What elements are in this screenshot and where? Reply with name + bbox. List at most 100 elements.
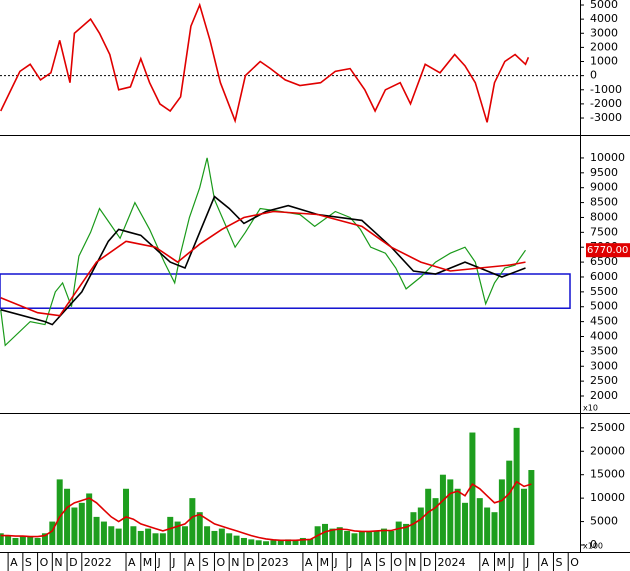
volume-bar — [78, 502, 85, 546]
series-line — [0, 195, 526, 326]
volume-bar — [506, 460, 513, 546]
series-line — [0, 157, 526, 347]
volume-bar — [484, 507, 491, 546]
volume-bar — [417, 507, 424, 546]
y-tick-label: 1000 — [590, 55, 618, 68]
x-tick-label: D — [246, 556, 254, 569]
x-tick-label: A — [128, 556, 136, 569]
x-tick-label: S — [202, 556, 209, 569]
x-tick-label: A — [187, 556, 195, 569]
x-tick-label: N — [54, 556, 62, 569]
volume-bar — [292, 540, 299, 546]
volume-bar — [145, 528, 152, 546]
x-tick-label: J — [333, 556, 337, 569]
volume-bar — [226, 533, 233, 546]
volume-bar — [469, 432, 476, 546]
volume-bar — [49, 521, 56, 546]
volume-bar — [380, 528, 387, 546]
volume-bar — [12, 537, 19, 546]
volume-bar — [255, 540, 262, 546]
volume-bar — [56, 479, 63, 546]
y-tick-label: 9000 — [590, 181, 618, 194]
y-tick-label: 7500 — [590, 225, 618, 238]
volume-bar — [358, 530, 365, 546]
volume-bar — [218, 528, 225, 546]
volume-bar — [270, 540, 277, 546]
volume-bar — [240, 537, 247, 546]
x-tick-label: A — [10, 556, 18, 569]
y-tick-label: 5500 — [590, 285, 618, 298]
x-tick-label: D — [69, 556, 77, 569]
y-tick-label: 15000 — [590, 468, 625, 481]
y-tick-label: -3000 — [590, 111, 622, 124]
volume-bar — [366, 531, 373, 546]
x-tick-label: M — [497, 556, 507, 569]
x-tick-label: S — [379, 556, 386, 569]
volume-bar — [115, 528, 122, 546]
volume-bar — [181, 526, 188, 546]
y-tick-label: 10000 — [590, 491, 625, 504]
x-tick-label: A — [541, 556, 549, 569]
y-tick-label: 5000 — [590, 515, 618, 528]
y-tick-label: 3500 — [590, 344, 618, 357]
volume-bar — [189, 498, 196, 546]
x-tick-label: S — [555, 556, 562, 569]
y-tick-label: 4000 — [590, 329, 618, 342]
highlight-box — [0, 273, 571, 309]
volume-bar — [476, 498, 483, 546]
volume-bar — [388, 530, 395, 546]
volume-bar — [299, 537, 306, 546]
x-tick-label: S — [25, 556, 32, 569]
y-tick-label: 6000 — [590, 270, 618, 283]
volume-bar — [322, 523, 329, 546]
x-tick-label: M — [320, 556, 330, 569]
x-tick-label: 2023 — [261, 556, 289, 569]
volume-bar — [351, 533, 358, 546]
volume-bar — [410, 512, 417, 546]
x-tick-label: 2024 — [438, 556, 466, 569]
volume-bar — [307, 538, 314, 546]
x-tick-label: 2022 — [84, 556, 112, 569]
x-tick-label: O — [40, 556, 49, 569]
volume-bar — [447, 479, 454, 546]
x-tick-label: N — [231, 556, 239, 569]
volume-bar — [403, 523, 410, 546]
volume-bar — [344, 530, 351, 546]
x-tick-label: A — [482, 556, 490, 569]
y-tick-label: 8000 — [590, 210, 618, 223]
volume-bar — [174, 521, 181, 546]
volume-bar — [5, 535, 12, 546]
volume-bar — [34, 537, 41, 546]
y-tick-label: 0 — [590, 538, 597, 551]
x-tick-label: J — [157, 556, 161, 569]
x-tick-label: J — [510, 556, 514, 569]
volume-bar — [248, 539, 255, 546]
scale-label: x100 — [583, 542, 603, 551]
volume-bar — [285, 539, 292, 546]
x-tick-label: A — [364, 556, 372, 569]
volume-bar — [395, 521, 402, 546]
volume-bar — [263, 541, 270, 546]
x-tick-label: M — [143, 556, 153, 569]
volume-bar — [373, 530, 380, 546]
y-tick-label: 4500 — [590, 315, 618, 328]
volume-bar — [41, 533, 48, 546]
x-tick-label: O — [216, 556, 225, 569]
y-tick-label: -1000 — [590, 83, 622, 96]
volume-bar — [211, 530, 218, 546]
volume-bar — [277, 540, 284, 546]
y-tick-label: 3000 — [590, 26, 618, 39]
series-line — [0, 210, 526, 317]
y-tick-label: 4000 — [590, 12, 618, 25]
y-tick-label: 8500 — [590, 196, 618, 209]
volume-bar — [528, 470, 535, 546]
volume-bar — [100, 521, 107, 546]
volume-bar — [439, 474, 446, 546]
y-tick-label: 2000 — [590, 40, 618, 53]
volume-bar — [233, 535, 240, 546]
volume-bar — [93, 516, 100, 546]
volume-bar — [86, 493, 93, 546]
volume-bar — [204, 526, 211, 546]
